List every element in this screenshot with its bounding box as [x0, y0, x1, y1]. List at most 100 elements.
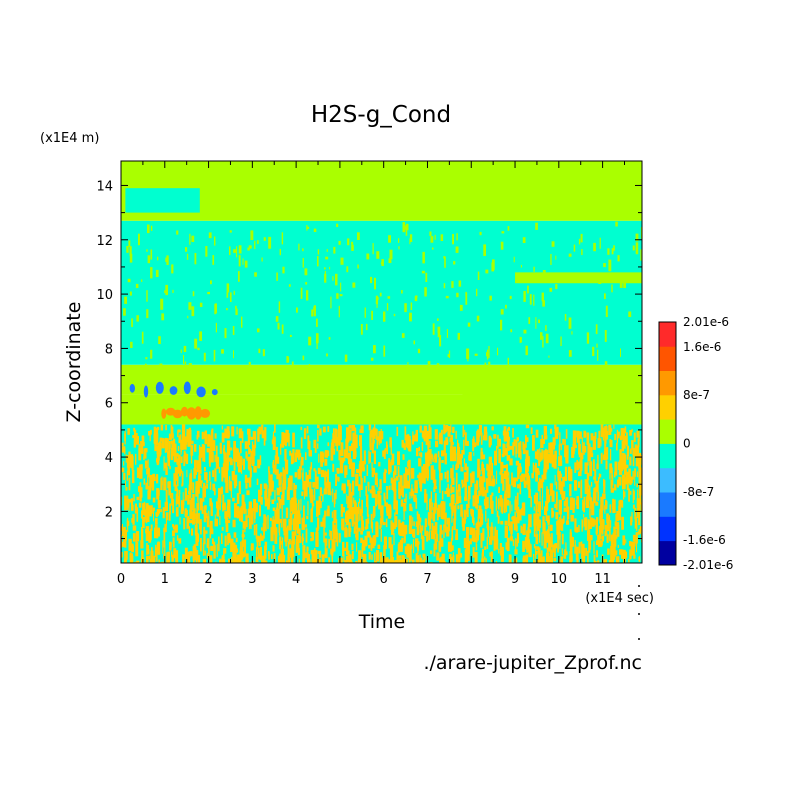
heatmap-cell: [552, 437, 556, 446]
heatmap-cell: [248, 361, 251, 366]
heatmap-cell: [511, 472, 513, 485]
heatmap-cell: [227, 535, 231, 544]
x-axis: 0 1 2 3 4 5 6 7 8 9 10 11: [117, 161, 625, 587]
heatmap-cell: [292, 518, 297, 531]
heatmap-cell: [146, 534, 149, 540]
heatmap-cell: [430, 491, 432, 501]
heatmap-cell: [464, 463, 467, 471]
heatmap-cell: [241, 499, 244, 507]
heatmap-cell: [354, 451, 357, 458]
heatmap-cell: [616, 511, 619, 522]
heatmap-cell: [384, 469, 387, 473]
heatmap-cell: [257, 328, 260, 333]
heatmap-cell: [465, 291, 467, 297]
heatmap-cell: [391, 453, 395, 465]
heatmap-cell: [459, 457, 461, 465]
heatmap-cell: [180, 349, 182, 353]
heatmap-cell: [323, 488, 327, 495]
heatmap-cell: [565, 458, 569, 464]
heatmap-cell: [460, 504, 463, 517]
heatmap-cell: [193, 468, 196, 479]
heatmap-cell: [617, 461, 621, 470]
heatmap-cell: [127, 278, 131, 283]
heatmap-cell: [578, 444, 581, 458]
heatmap-cell: [358, 484, 360, 491]
heatmap-cell: [539, 454, 542, 462]
heatmap-cell: [206, 538, 210, 549]
heatmap-cell: [629, 430, 632, 436]
heatmap-cell: [551, 549, 553, 559]
heatmap-cell: [506, 464, 508, 478]
heatmap-cell: [131, 555, 134, 563]
heatmap-cell: [472, 444, 475, 452]
x-axis-label: Time: [358, 611, 406, 633]
heatmap-cell: [609, 515, 611, 522]
heatmap-cell: [497, 498, 500, 509]
heatmap-cell: [515, 272, 642, 284]
heatmap-cell: [559, 536, 561, 550]
heatmap-cell: [133, 439, 136, 448]
heatmap-cell: [335, 536, 338, 543]
heatmap-cell: [144, 363, 147, 370]
heatmap-cell: [148, 555, 151, 560]
heatmap-cell: [409, 503, 412, 511]
heatmap-cell: [541, 292, 544, 302]
heatmap-cell: [626, 445, 630, 457]
heatmap-cell: [316, 500, 319, 510]
heatmap-cell: [224, 535, 227, 547]
heatmap-cell: [183, 455, 186, 467]
heatmap-cell: [385, 557, 389, 563]
heatmap-cell: [539, 528, 541, 543]
heatmap-cell: [336, 532, 339, 547]
heatmap-cell: [301, 472, 304, 482]
heatmap-cell: [172, 498, 175, 514]
heatmap-cell: [243, 458, 245, 470]
heatmap-cell: [389, 544, 394, 556]
heatmap-cell: [222, 447, 225, 454]
heatmap-cell: [575, 546, 579, 560]
heatmap-cell: [560, 521, 564, 531]
heatmap-cell: [530, 427, 533, 434]
heatmap-cell: [148, 505, 150, 510]
heatmap-cell: [551, 490, 555, 502]
heatmap-cell: [192, 494, 195, 509]
heatmap-cell: [570, 514, 574, 522]
heatmap-cell: [204, 432, 206, 439]
heatmap-cell: [587, 455, 589, 466]
heatmap-cell: [491, 462, 493, 476]
heatmap-cell: [121, 161, 642, 221]
heatmap-cell: [480, 532, 483, 548]
heatmap-cell: [451, 556, 453, 560]
heatmap-cell: [121, 534, 123, 548]
heatmap-cell: [291, 361, 294, 366]
heatmap-cell: [339, 463, 344, 473]
heatmap-cell: [288, 284, 291, 287]
heatmap-cell: [423, 468, 426, 484]
heatmap-cell: [316, 443, 319, 449]
x-tick-label: 7: [423, 572, 431, 587]
heatmap-cell: [269, 517, 272, 521]
heatmap-cell: [203, 558, 207, 563]
heatmap-cell: [188, 429, 192, 445]
heatmap-cell: [482, 491, 486, 496]
heatmap-cell: [527, 536, 530, 545]
heatmap-cell: [230, 485, 232, 498]
heatmap-cell: [564, 439, 566, 450]
y-tick-label: 8: [105, 342, 113, 357]
heatmap-cell: [457, 484, 461, 492]
heatmap-cell: [128, 477, 131, 491]
heatmap-cell: [243, 503, 246, 513]
heatmap-cell: [284, 449, 287, 461]
heatmap-cell: [147, 475, 149, 490]
heatmap-cell: [526, 530, 529, 544]
heatmap-cell: [302, 355, 305, 361]
heatmap-cell: [361, 499, 363, 513]
heatmap-cell: [326, 450, 330, 457]
heatmap-cell: [169, 503, 171, 515]
heatmap-cell: [543, 438, 545, 444]
heatmap-cell: [210, 430, 213, 445]
heatmap-cell: [124, 431, 126, 445]
heatmap-cell: [489, 536, 493, 545]
heatmap-cell: [203, 510, 207, 523]
